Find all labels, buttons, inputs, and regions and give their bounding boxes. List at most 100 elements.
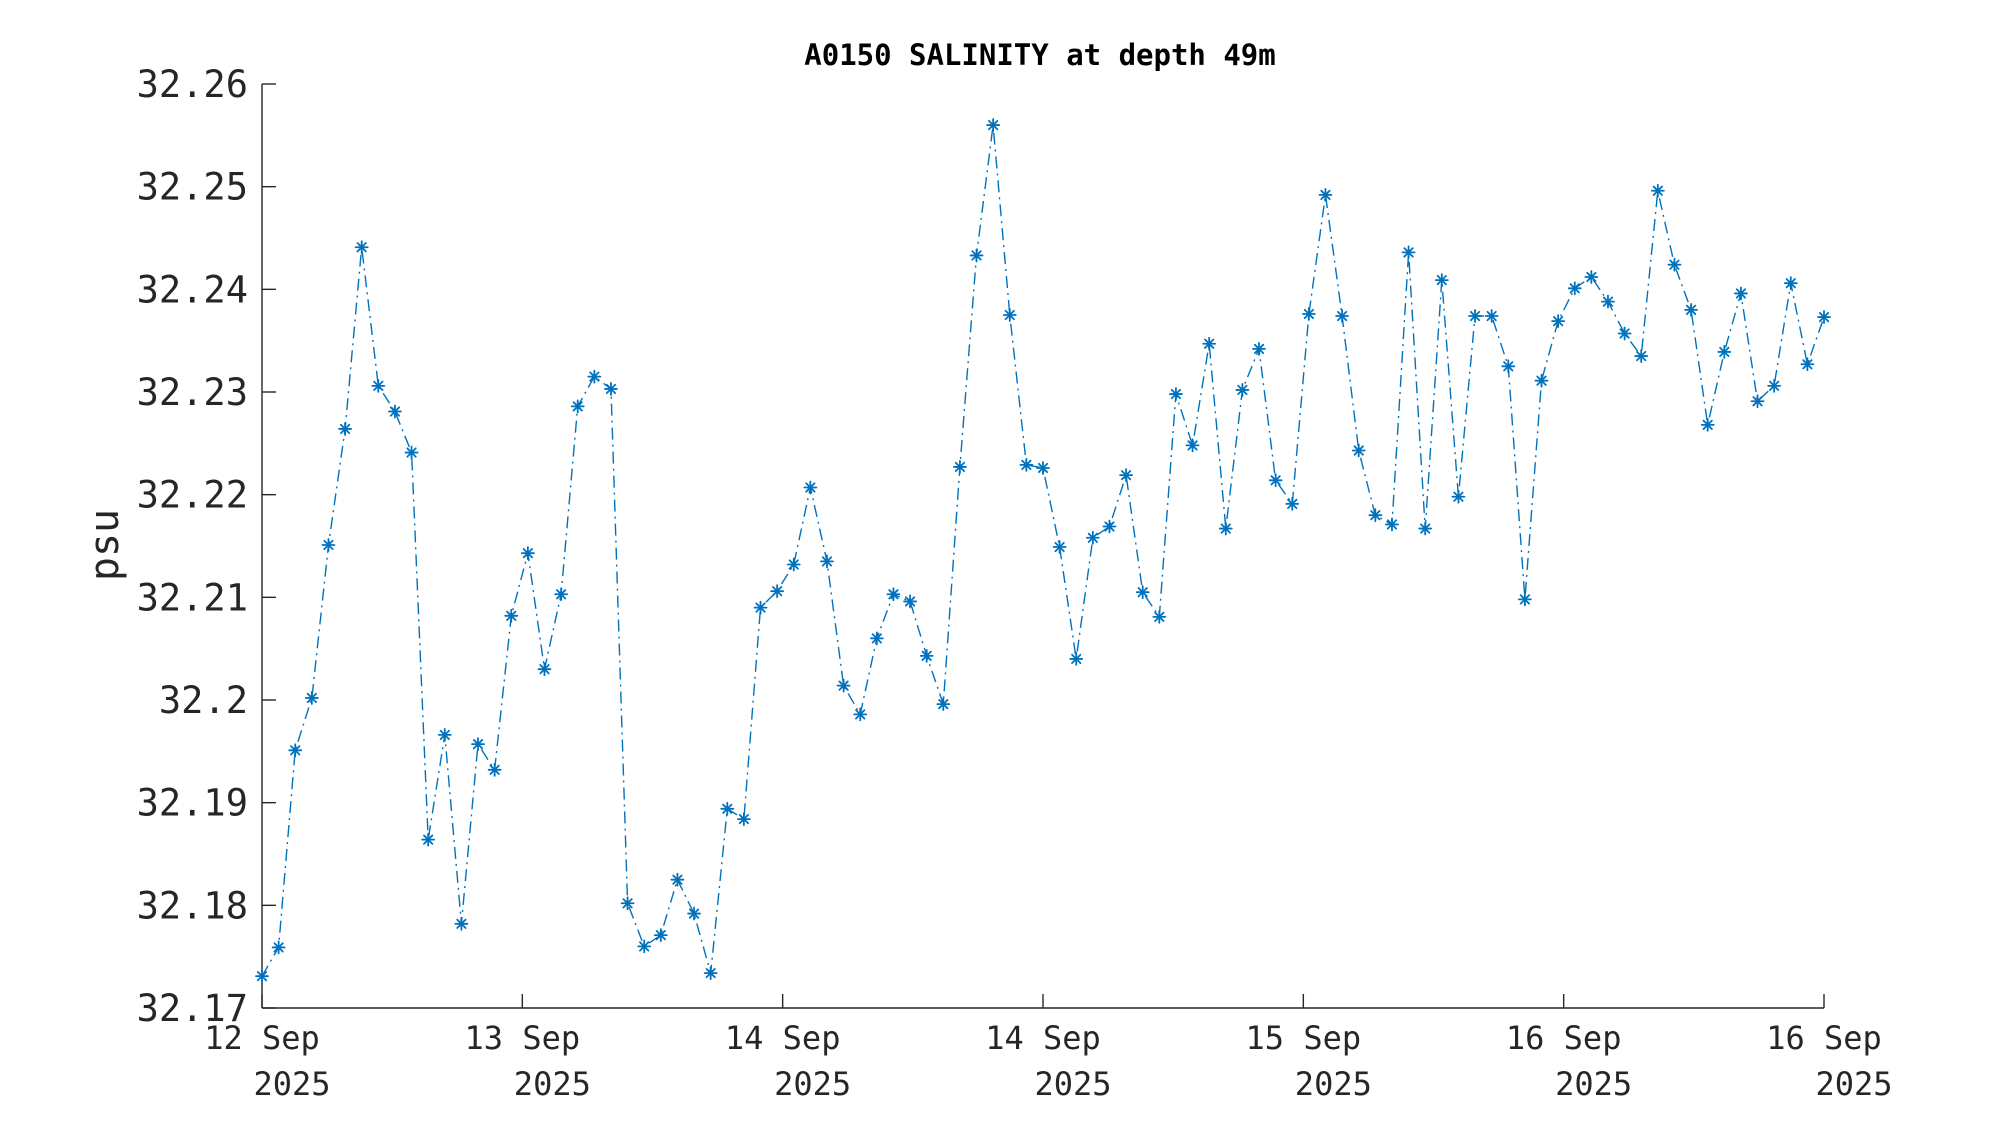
data-point [388,404,402,419]
data-point [820,554,834,569]
data-point [255,969,269,984]
data-point [1767,378,1782,393]
data-point [1235,383,1250,397]
data-point [404,445,419,460]
data-point [1019,457,1034,472]
data-point [770,584,785,599]
data-point [736,812,751,826]
data-point [487,762,502,777]
data-point [1567,281,1582,296]
data-point [1484,309,1499,323]
data-point [1301,307,1316,321]
data-point [354,240,369,255]
x-tick-label-year: 2025 [253,1065,330,1103]
data-point [1534,373,1549,388]
data-point [853,707,868,722]
data-point [1069,652,1084,666]
data-point [703,966,718,980]
data-point [653,928,668,943]
x-tick-label-year: 2025 [774,1065,851,1103]
data-point [1717,345,1732,359]
data-point [371,378,386,393]
data-point [1684,302,1698,317]
data-point [454,916,469,931]
data-point [1318,187,1333,202]
y-tick-label: 32.18 [137,884,248,927]
data-point [471,737,485,752]
x-tick-label-year: 2025 [1034,1065,1111,1103]
data-point [1551,314,1566,329]
data-point [554,587,569,602]
data-point [969,248,984,263]
data-point [1052,540,1067,554]
data-point [604,382,618,396]
data-point [1102,519,1117,534]
data-point [421,832,436,847]
data-point [587,369,602,384]
data-point [936,697,951,712]
data-point [271,940,286,955]
chart-title: A0150 SALINITY at depth 49m [804,38,1275,72]
x-tick-label-year: 2025 [514,1065,591,1103]
data-point [903,594,917,609]
data-point [1169,387,1183,401]
x-tick-label-year: 2025 [1555,1065,1632,1103]
data-point [1152,609,1167,624]
data-point [1285,497,1300,511]
data-point [1119,468,1133,483]
data-point [1185,438,1200,453]
data-point [304,691,319,705]
data-point [919,648,934,663]
y-tick-label: 32.26 [137,63,248,106]
data-point [670,872,685,887]
data-point [1135,585,1150,600]
data-point [803,480,818,495]
data-point [1750,394,1765,409]
x-tick-label-day: 16 Sep [1506,1019,1622,1057]
data-point [1368,508,1383,523]
y-tick-label: 32.22 [137,474,248,517]
data-point [1085,530,1100,545]
x-tick-label-day: 14 Sep [725,1019,841,1057]
data-point [1800,357,1815,372]
x-tick-label-year: 2025 [1295,1065,1372,1103]
data-point [1817,310,1831,324]
data-point [520,546,535,561]
data-point [1218,521,1233,536]
data-point [338,422,352,436]
data-point [1700,417,1715,432]
data-point [786,557,801,572]
y-axis-ticks: 32.17 32.18 32.19 32.2 32.21 32.22 32.23 32.24 3… [137,63,276,1030]
x-tick-label-day: 15 Sep [1246,1019,1362,1057]
data-point [570,399,585,414]
data-point [1617,326,1632,341]
data-point [537,662,552,677]
series-layer [255,118,1831,984]
data-point [1601,294,1615,309]
data-point [1335,309,1350,323]
y-tick-label: 32.2 [159,679,248,722]
y-tick-label: 32.21 [137,576,248,619]
data-point [753,600,768,615]
data-point [1385,517,1399,532]
x-tick-label-day: 16 Sep [1766,1019,1882,1057]
y-tick-label: 32.19 [137,782,248,825]
y-tick-label: 32.25 [137,166,248,209]
data-point [1650,183,1665,198]
data-point [1451,489,1466,504]
data-point [1734,286,1748,301]
data-point [1468,309,1482,323]
data-point [504,608,519,623]
data-point [321,538,336,552]
data-point [637,939,652,954]
data-point [986,118,1001,132]
data-point [1667,257,1682,272]
y-tick-label: 32.23 [137,371,248,414]
data-point [1634,349,1649,363]
x-tick-label-day: 14 Sep [985,1019,1101,1057]
x-tick-label-year: 2025 [1815,1065,1892,1103]
x-tick-label-day: 13 Sep [465,1019,581,1057]
data-point [1002,308,1017,322]
x-tick-label-day: 12 Sep [204,1019,320,1057]
data-point [1252,341,1266,356]
